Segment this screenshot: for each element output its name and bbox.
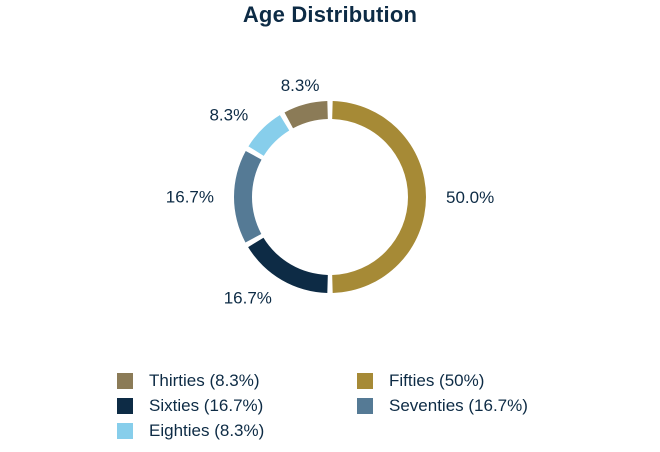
slice-seventies: [234, 150, 262, 243]
slice-sixties: [248, 237, 328, 293]
slice-label-eighties: 8.3%: [209, 106, 248, 125]
slice-label-fifties: 50.0%: [446, 188, 494, 207]
slice-label-seventies: 16.7%: [166, 188, 214, 207]
chart-title: Age Distribution: [242, 2, 418, 27]
slice-thirties: [284, 101, 328, 129]
slice-label-thirties: 8.3%: [281, 76, 320, 95]
slice-fifties: [332, 101, 427, 293]
slice-label-sixties: 16.7%: [224, 288, 272, 307]
slice-eighties: [248, 115, 290, 156]
